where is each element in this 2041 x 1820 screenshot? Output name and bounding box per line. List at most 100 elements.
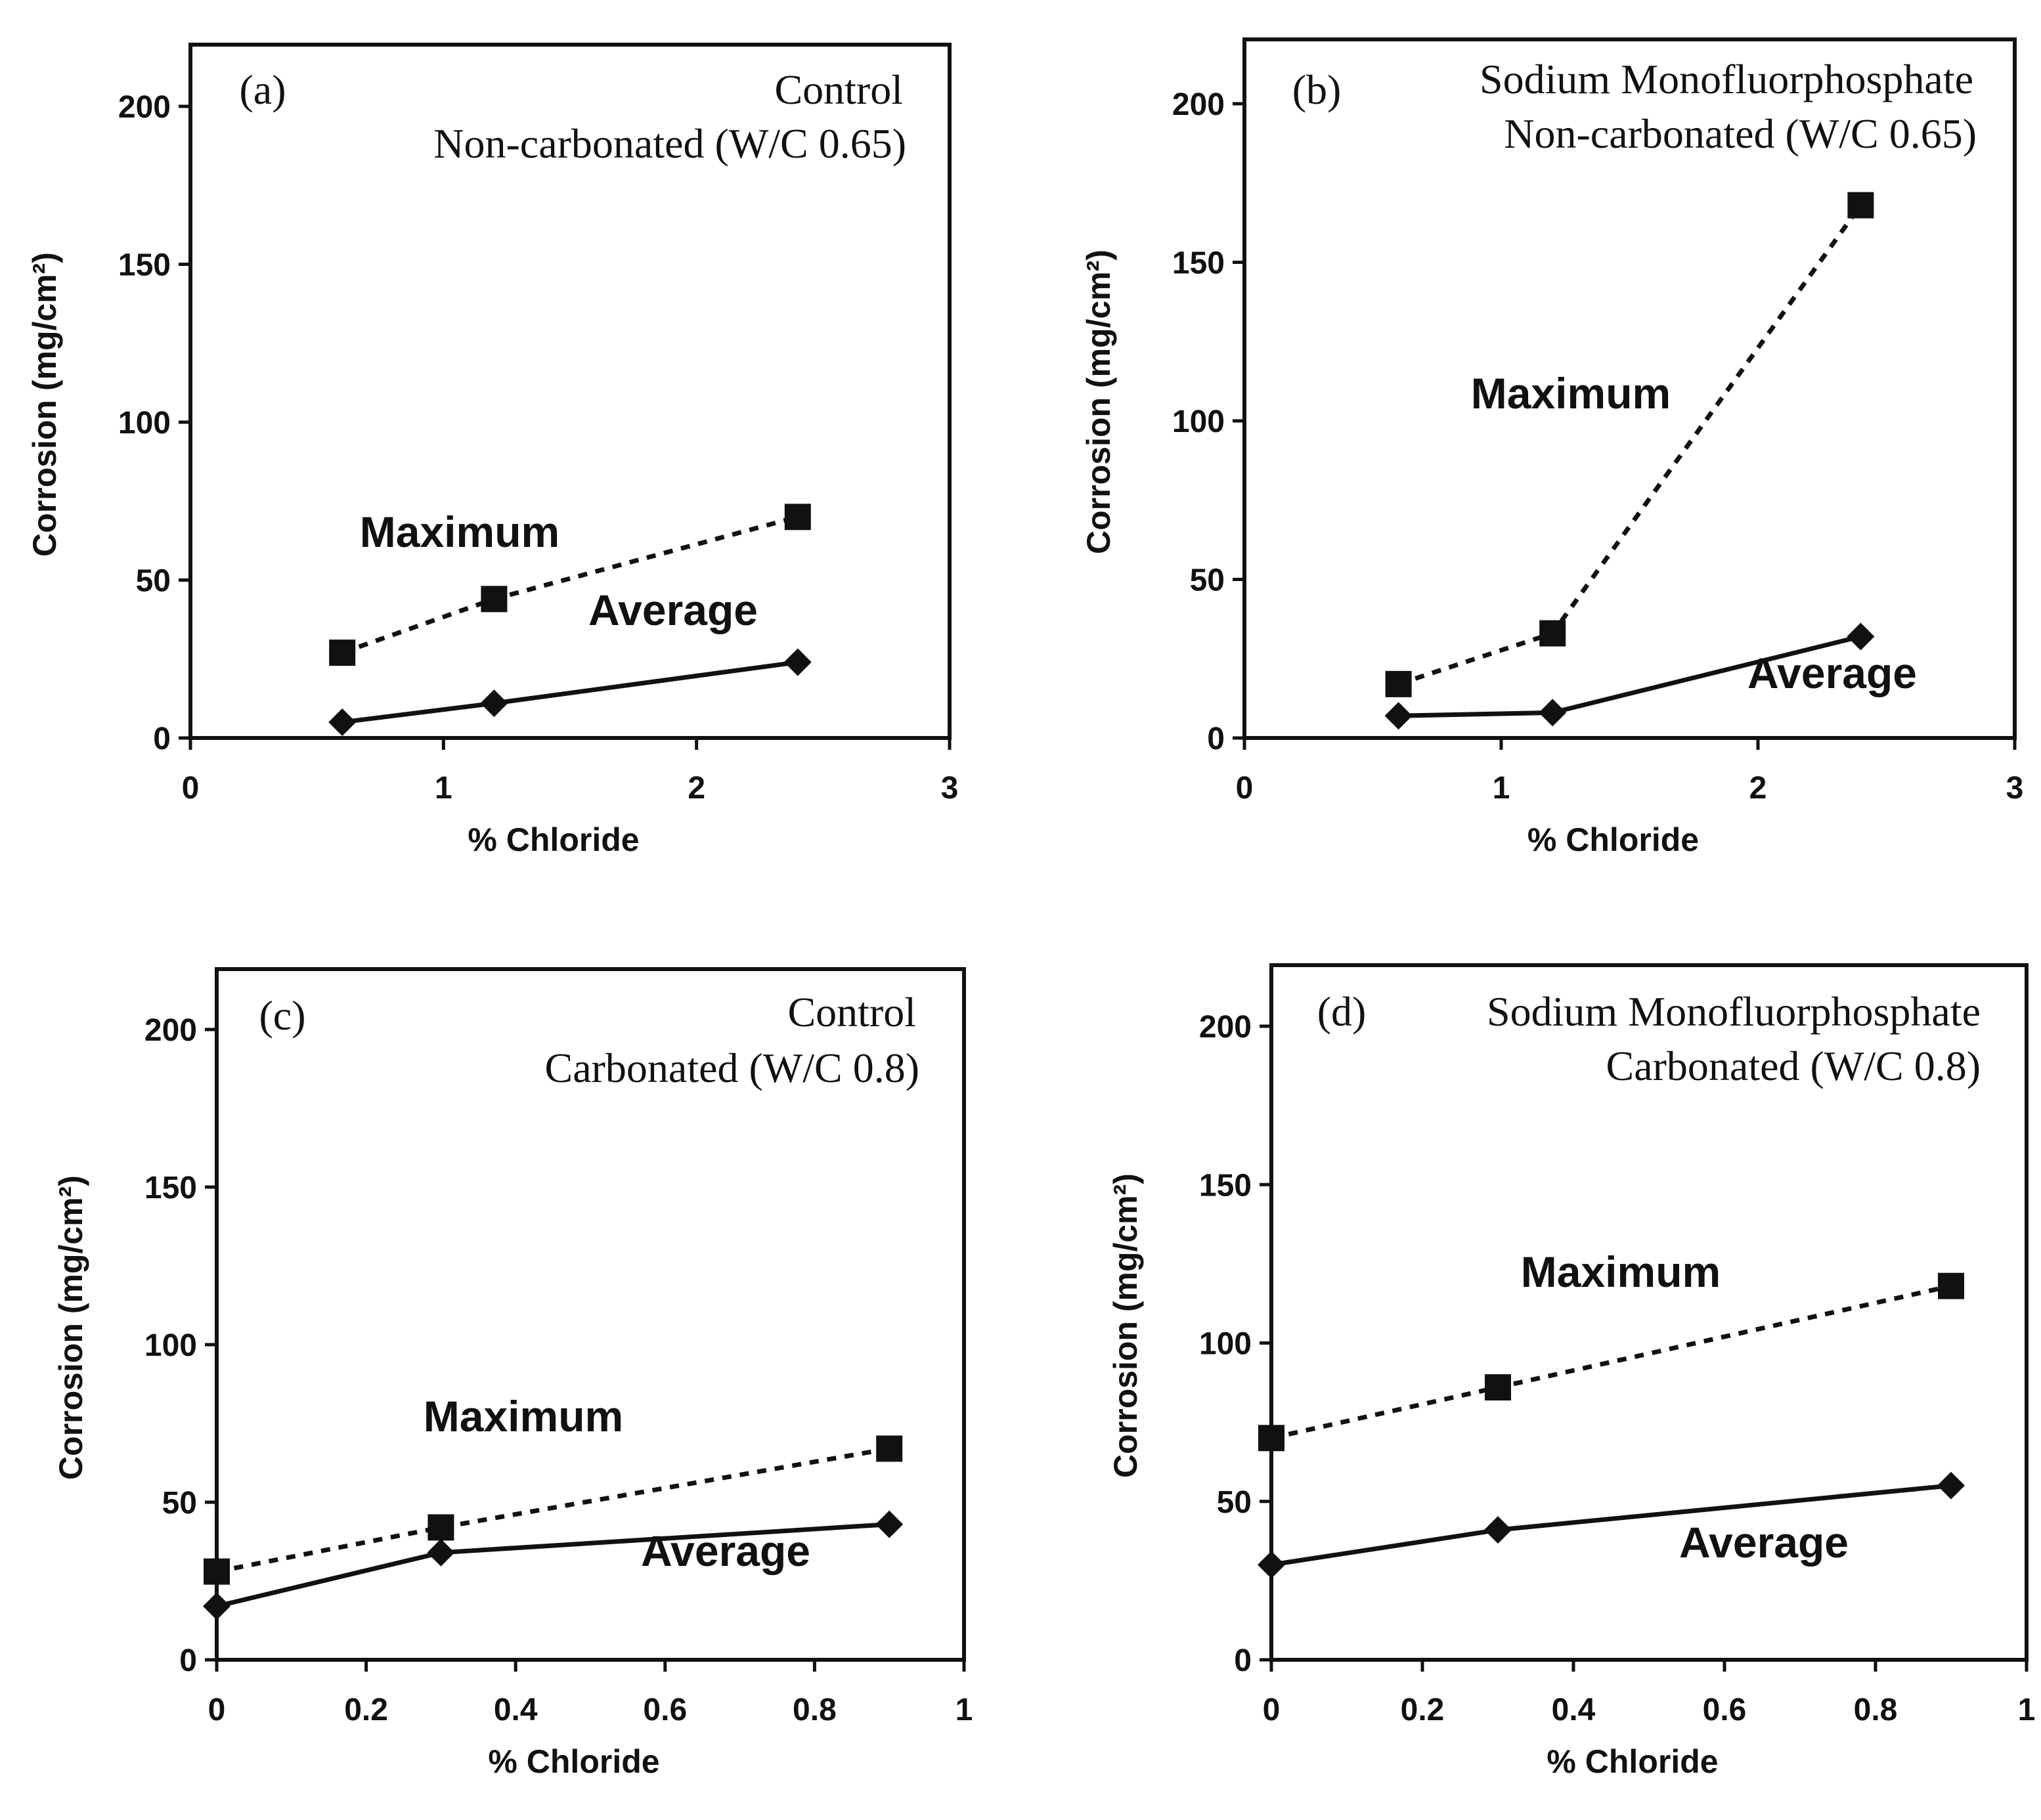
average-series-line — [1271, 1483, 1952, 1567]
y-tick-label: 200 — [118, 90, 171, 125]
x-tick-label: 0 — [182, 771, 200, 806]
x-axis-title: % Chloride — [488, 1743, 659, 1780]
x-tick-label: 0.4 — [1552, 1693, 1596, 1727]
maximum-point — [1258, 1425, 1284, 1452]
maximum-series-line — [1397, 204, 1863, 687]
y-axis-title: Corrosion (mg/cm²) — [53, 1175, 89, 1480]
x-tick-label: 0 — [208, 1693, 226, 1727]
x-axis-title: % Chloride — [468, 821, 639, 858]
x-tick-label: 2 — [1749, 771, 1767, 806]
x-tick-label: 1 — [955, 1693, 973, 1727]
panel-title-line-1: Control — [774, 66, 903, 113]
panel-a: 0 50 100 150 200 0 1 2 3 % Chloride Corrosion (mg/… — [26, 43, 959, 858]
y-tick-label: 50 — [1217, 1485, 1252, 1520]
panel-title-line-2: Carbonated (W/C 0.8) — [545, 1045, 920, 1091]
x-tick-label: 0.2 — [1401, 1693, 1445, 1727]
average-label: Average — [1747, 649, 1917, 697]
maximum-label: Maximum — [1471, 369, 1671, 418]
plot-frame — [1242, 37, 2017, 740]
x-axis-title: % Chloride — [1527, 821, 1699, 858]
x-tick-label: 0.8 — [793, 1693, 837, 1727]
average-point — [1937, 1471, 1965, 1500]
maximum-point — [428, 1514, 454, 1541]
panel-tag: (a) — [239, 66, 286, 113]
y-axis-title: Corrosion (mg/cm²) — [1107, 1173, 1144, 1478]
y-tick-label: 100 — [1199, 1327, 1252, 1362]
average-point — [1539, 699, 1567, 727]
x-tick-label: 3 — [2006, 771, 2024, 806]
y-tick-label: 0 — [179, 1643, 197, 1678]
panel-title-line-2: Non-carbonated (W/C 0.65) — [1504, 110, 1977, 157]
average-point — [203, 1592, 230, 1620]
x-tick-label: 0.8 — [1854, 1693, 1898, 1727]
x-axis-title: % Chloride — [1547, 1743, 1718, 1780]
y-tick-label: 150 — [1199, 1168, 1252, 1203]
panel-title-line-1: Sodium Monofluorphosphate — [1480, 56, 1973, 102]
y-axis-title: Corrosion (mg/cm²) — [1080, 249, 1117, 554]
plot-frame — [215, 967, 966, 1662]
x-tick-label: 0 — [1263, 1693, 1281, 1727]
average-point — [1484, 1516, 1512, 1544]
average-point — [875, 1510, 904, 1538]
average-point — [1847, 622, 1875, 651]
average-point — [1384, 702, 1413, 730]
y-tick-label: 200 — [1199, 1010, 1252, 1045]
panel-tag: (c) — [259, 992, 305, 1039]
panel-tag: (d) — [1317, 988, 1367, 1035]
maximum-label: Maximum — [424, 1392, 623, 1441]
maximum-label: Maximum — [360, 508, 560, 556]
x-tick-label: 2 — [688, 771, 705, 806]
maximum-point — [1847, 192, 1874, 219]
panel-b: 0 50 100 150 200 0 1 2 3 % Chloride Corrosion (mg/… — [1080, 37, 2024, 858]
maximum-point — [1385, 670, 1412, 697]
panel-c: 0 50 100 150 200 0 0.2 0.4 0.6 0.8 1 % Chloride Corr… — [53, 967, 973, 1780]
y-tick-label: 0 — [1207, 722, 1225, 756]
y-tick-label: 100 — [118, 406, 171, 441]
x-tick-label: 0.2 — [344, 1693, 388, 1727]
x-tick-label: 1 — [435, 771, 452, 806]
maximum-point — [784, 504, 811, 531]
x-tick-label: 0 — [1236, 771, 1254, 806]
panel-title-line-2: Non-carbonated (W/C 0.65) — [433, 120, 906, 167]
y-tick-label: 100 — [1172, 404, 1225, 439]
y-tick-label: 50 — [1190, 563, 1225, 598]
y-tick-label: 150 — [118, 248, 171, 283]
x-tick-label: 1 — [1493, 771, 1510, 806]
maximum-series-line — [1271, 1284, 1952, 1441]
y-tick-label: 200 — [1172, 87, 1225, 122]
average-label: Average — [588, 586, 758, 634]
panel-title-line-2: Carbonated (W/C 0.8) — [1606, 1043, 1981, 1089]
y-tick-label: 0 — [1234, 1643, 1252, 1678]
average-label: Average — [641, 1527, 810, 1575]
maximum-point — [1485, 1374, 1511, 1401]
maximum-point — [1539, 620, 1566, 647]
average-label: Average — [1679, 1518, 1849, 1567]
x-tick-label: 0.6 — [643, 1693, 687, 1727]
panel-d: 0 50 100 150 200 0 0.2 0.4 0.6 0.8 1 % Chloride Corr… — [1107, 963, 2035, 1780]
y-tick-label: 200 — [144, 1013, 197, 1048]
y-tick-label: 100 — [144, 1328, 197, 1363]
average-point — [783, 648, 812, 676]
y-axis-title: Corrosion (mg/cm²) — [26, 252, 63, 557]
maximum-series-line — [216, 1446, 890, 1574]
x-tick-label: 3 — [941, 771, 959, 806]
average-point — [480, 689, 508, 718]
panel-title-line-1: Control — [787, 989, 916, 1035]
maximum-label: Maximum — [1521, 1247, 1721, 1296]
average-series-line — [341, 660, 799, 725]
maximum-point — [204, 1558, 230, 1585]
y-tick-label: 50 — [136, 564, 171, 599]
y-tick-label: 150 — [144, 1171, 197, 1205]
maximum-point — [1938, 1272, 1964, 1299]
x-tick-label: 0.4 — [494, 1693, 538, 1727]
plot-frame — [1269, 963, 2029, 1662]
y-tick-label: 0 — [153, 722, 171, 756]
maximum-point — [876, 1435, 903, 1462]
panel-title-line-1: Sodium Monofluorphosphate — [1487, 988, 1981, 1035]
maximum-point — [481, 586, 508, 613]
average-point — [328, 708, 357, 736]
average-point — [1258, 1551, 1285, 1579]
plot-frame — [188, 43, 952, 740]
average-point — [427, 1538, 455, 1567]
